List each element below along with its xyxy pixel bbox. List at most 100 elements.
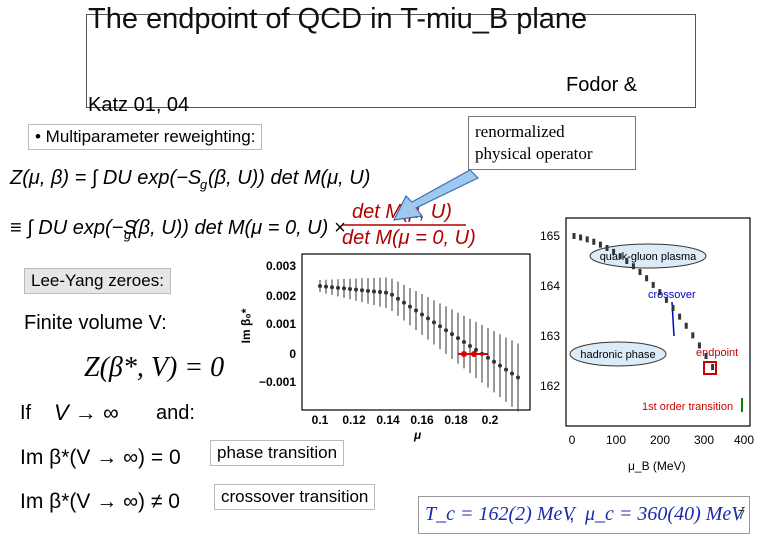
transition-point — [631, 263, 635, 270]
authors-line-2: Katz 01, 04 — [88, 94, 190, 116]
data-point — [456, 336, 460, 341]
x-tick-label: 0.14 — [376, 413, 400, 427]
svg-text:Im β*(V → ∞) ≠ 0: Im β*(V → ∞) ≠ 0 — [20, 490, 180, 513]
data-point — [432, 320, 436, 325]
transition-point — [697, 342, 701, 349]
y-tick-label: 0 — [289, 347, 296, 361]
hadronic-label: hadronic phase — [580, 349, 655, 361]
if-label: If — [20, 402, 32, 424]
data-point — [402, 300, 406, 305]
transition-point — [684, 322, 688, 329]
data-point — [408, 304, 412, 309]
data-point — [420, 312, 424, 317]
y-tick-label: 0.003 — [266, 259, 296, 273]
qgp-label: quark-gluon plasma — [600, 251, 697, 263]
y-axis-label: Im β₀* — [239, 308, 253, 343]
x-tick-label: 400 — [734, 433, 754, 447]
data-point — [474, 347, 478, 352]
data-point — [360, 288, 364, 293]
finite-volume-label: Finite volume V: — [24, 312, 167, 334]
data-point — [390, 292, 394, 297]
transition-point — [605, 245, 609, 251]
y-tick-label: 0.001 — [266, 317, 296, 331]
x-tick-label: 200 — [650, 433, 670, 447]
x-tick-label: 0 — [569, 433, 576, 447]
x-axis-label: μ_B (MeV) — [628, 459, 686, 473]
y-tick-label: 0.002 — [266, 289, 296, 303]
data-point — [348, 287, 352, 292]
x-tick-label: 0.2 — [482, 413, 499, 427]
transition-point — [645, 275, 649, 282]
data-point — [450, 332, 454, 337]
svg-text:V → ∞: V → ∞ — [54, 400, 119, 425]
comma: , — [569, 503, 575, 525]
transition-point — [592, 238, 596, 245]
data-point — [438, 324, 442, 329]
data-point — [498, 363, 502, 368]
phase-diagram: 165 164 163 162 0 100 200 300 400 μ_B (M… — [540, 217, 754, 473]
crossover-transition-label: crossover transition — [214, 484, 376, 510]
transition-point — [711, 364, 715, 371]
zero-condition-formula: Z(β*, V) = 0 — [84, 352, 224, 383]
data-point — [366, 288, 370, 293]
svg-text:det M(μ = 0, U): det M(μ = 0, U) — [342, 227, 476, 249]
transition-point — [625, 257, 629, 264]
y-tick-label: −0.001 — [259, 375, 296, 389]
lee-yang-label: Lee-Yang zeroes: — [24, 268, 171, 294]
data-point — [336, 285, 340, 290]
transition-point — [572, 233, 576, 239]
first-order-label: 1st order transition — [642, 401, 733, 413]
lee-yang-plot: 0.003 0.002 0.001 0 −0.001 0.1 0.12 0.14… — [239, 253, 531, 442]
limit-formula: V → ∞ — [54, 400, 119, 425]
x-axis-label: μ — [413, 428, 422, 442]
data-point — [444, 328, 448, 333]
data-point — [462, 340, 466, 345]
data-point — [324, 284, 328, 289]
transition-point — [671, 305, 675, 311]
reweighting-bullet: • Multiparameter reweighting: — [28, 124, 263, 150]
x-tick-label: 0.1 — [312, 413, 329, 427]
data-point — [516, 375, 520, 380]
y-tick-label: 165 — [540, 229, 560, 243]
x-tick-label: 0.12 — [342, 413, 366, 427]
svg-text:g: g — [124, 227, 132, 242]
x-tick-label: 100 — [606, 433, 626, 447]
transition-point — [664, 296, 668, 303]
data-point — [426, 316, 430, 321]
data-point — [372, 289, 376, 294]
title-frame — [86, 14, 696, 108]
renormalized-operator-callout: renormalized physical operator — [468, 116, 636, 170]
data-point — [354, 287, 358, 292]
phase-transition-label: phase transition — [210, 440, 345, 466]
data-point — [504, 367, 508, 372]
data-point — [384, 290, 388, 295]
im-beta-conditions: Im β*(V → ∞) = 0 Im β*(V → ∞) ≠ 0 — [20, 446, 181, 513]
reweighting-formula: Z(μ, β) = ∫ DU exp(−Sg (β, U)) det M(μ, … — [9, 167, 476, 249]
transition-point — [579, 234, 583, 241]
crossover-label: crossover — [648, 289, 696, 301]
data-point — [342, 286, 346, 291]
data-point — [378, 290, 382, 295]
data-point — [414, 308, 418, 313]
endpoint-label: endpoint — [696, 347, 738, 359]
data-point — [486, 355, 490, 360]
transition-point — [598, 241, 602, 248]
transition-point — [651, 281, 655, 288]
data-point — [468, 343, 472, 348]
data-point — [510, 371, 514, 376]
mu-c-value: μ_c = 360(40) MeV — [585, 503, 744, 525]
callout-arrow — [392, 169, 480, 221]
svg-text:≡ ∫ DU exp(−S: ≡ ∫ DU exp(−S — [10, 217, 137, 239]
svg-text:(β, U)) det M(μ = 0, U) ×: (β, U)) det M(μ = 0, U) × — [132, 217, 346, 239]
svg-text:Z(β*, V) = 0: Z(β*, V) = 0 — [84, 352, 224, 383]
svg-text:Im β*(V → ∞) = 0: Im β*(V → ∞) = 0 — [20, 446, 181, 469]
slide-title: The endpoint of QCD in T-miu_B plane — [88, 3, 588, 35]
and-label: and: — [156, 402, 195, 424]
x-tick-label: 0.18 — [444, 413, 468, 427]
transition-point — [612, 248, 616, 255]
renorm-line-2: physical operator — [475, 144, 593, 163]
transition-point — [585, 236, 589, 243]
x-tick-label: 0.16 — [410, 413, 434, 427]
transition-point — [678, 313, 682, 320]
data-point — [492, 359, 496, 364]
